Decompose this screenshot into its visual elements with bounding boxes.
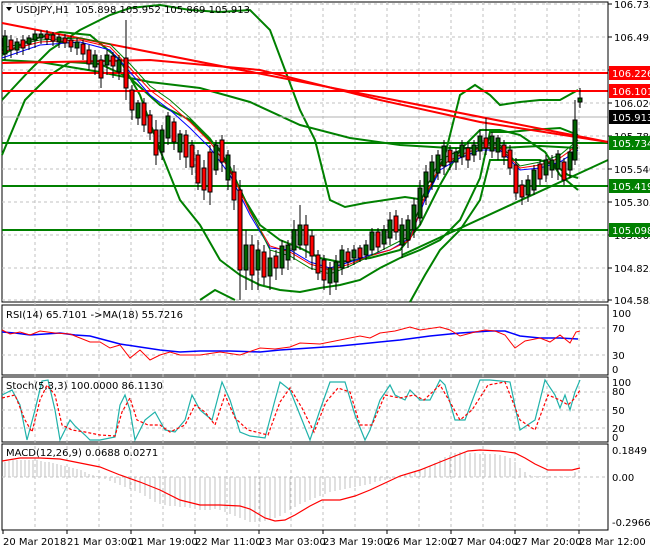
stoch-tick: 20 <box>612 424 625 435</box>
level-badge-text: 106.226 <box>612 69 650 80</box>
time-tick: 22 Mar 11:00 <box>195 537 262 548</box>
time-tick: 21 Mar 19:00 <box>131 537 198 548</box>
level-badge-105419 <box>609 179 650 193</box>
macd-tick: -0.2966 <box>612 518 650 529</box>
macd-indicator: MACD(12,26,9) 0.0688 0.0271 0.1849 0.00 … <box>1 444 650 530</box>
main-panel[interactable] <box>1 1 609 303</box>
price-tick: 106.495 <box>614 33 650 44</box>
rsi-tick: 70 <box>612 324 625 335</box>
time-tick: 20 Mar 2018 <box>3 537 66 548</box>
price-tick: 104.585 <box>614 296 650 307</box>
time-tick: 26 Mar 12:00 <box>387 537 454 548</box>
price-tick: 105.305 <box>614 198 650 209</box>
support-resistance-lines <box>2 72 608 231</box>
stoch-main-line <box>1 378 581 442</box>
macd-title: MACD(12,26,9) 0.0688 0.0271 <box>6 448 158 459</box>
collapse-triangle-icon[interactable] <box>6 7 12 11</box>
time-tick: 21 Mar 03:00 <box>67 537 134 548</box>
time-tick: 28 Mar 12:00 <box>579 537 646 548</box>
rsi-indicator: RSI(14) 65.7101 ->MA(18) 55.7216 100 70 … <box>1 305 631 376</box>
price-tick: 106.735 <box>614 0 650 11</box>
time-tick: 27 Mar 20:00 <box>515 537 582 548</box>
price-tick: 106.020 <box>614 99 650 110</box>
price-tick: 104.825 <box>614 264 650 275</box>
current-price-text: 105.913 <box>612 113 650 124</box>
time-tick: 23 Mar 19:00 <box>323 537 390 548</box>
level-badge-text: 105.098 <box>612 226 650 237</box>
level-badge-text: 105.734 <box>612 139 650 150</box>
level-badge-105098 <box>609 223 650 237</box>
macd-tick: 0.1849 <box>612 446 647 457</box>
macd-signal-line <box>1 449 581 522</box>
rsi-tick: 0 <box>612 365 618 376</box>
stoch-tick: 0 <box>612 433 618 444</box>
stoch-title: Stoch(5,3,3) 100.0000 86.1130 <box>6 381 163 392</box>
time-tick: 23 Mar 03:00 <box>259 537 326 548</box>
ohlc-values: 105.898 105.952 105.869 105.913 <box>75 5 250 16</box>
candlesticks <box>2 20 583 300</box>
price-axis[interactable]: 106.735 106.495 106.260 106.020 105.780 … <box>607 0 650 307</box>
level-badge-106101 <box>609 84 650 98</box>
level-badge-text: 105.419 <box>612 182 650 193</box>
rsi-tick: 100 <box>612 309 631 320</box>
rsi-line <box>1 326 581 361</box>
symbol-timeframe: USDJPY,H1 <box>16 5 69 16</box>
level-badge-text: 106.101 <box>612 87 650 98</box>
stoch-tick: 80 <box>612 387 625 398</box>
rsi-tick: 30 <box>612 351 625 362</box>
macd-tick: 0.00 <box>612 473 634 484</box>
level-badge-105734 <box>609 136 650 150</box>
rsi-title: RSI(14) 65.7101 ->MA(18) 55.7216 <box>6 310 183 321</box>
current-price-badge <box>609 110 650 124</box>
stoch-tick: 100 <box>612 378 631 389</box>
time-axis[interactable]: 20 Mar 2018 21 Mar 03:00 21 Mar 19:00 22… <box>2 530 646 548</box>
time-tick: 27 Mar 04:00 <box>451 537 518 548</box>
price-tick: 105.540 <box>614 165 650 176</box>
chart-title: USDJPY,H1 105.898 105.952 105.869 105.91… <box>6 5 250 16</box>
grid <box>2 2 608 530</box>
stoch-signal-line <box>1 381 581 437</box>
macd-histogram <box>4 452 576 522</box>
stoch-tick: 50 <box>612 406 625 417</box>
stochastic-indicator: Stoch(5,3,3) 100.0000 86.1130 100 80 50 … <box>1 377 631 444</box>
uptrend-line <box>401 159 609 256</box>
level-badge-106226 <box>609 66 650 80</box>
